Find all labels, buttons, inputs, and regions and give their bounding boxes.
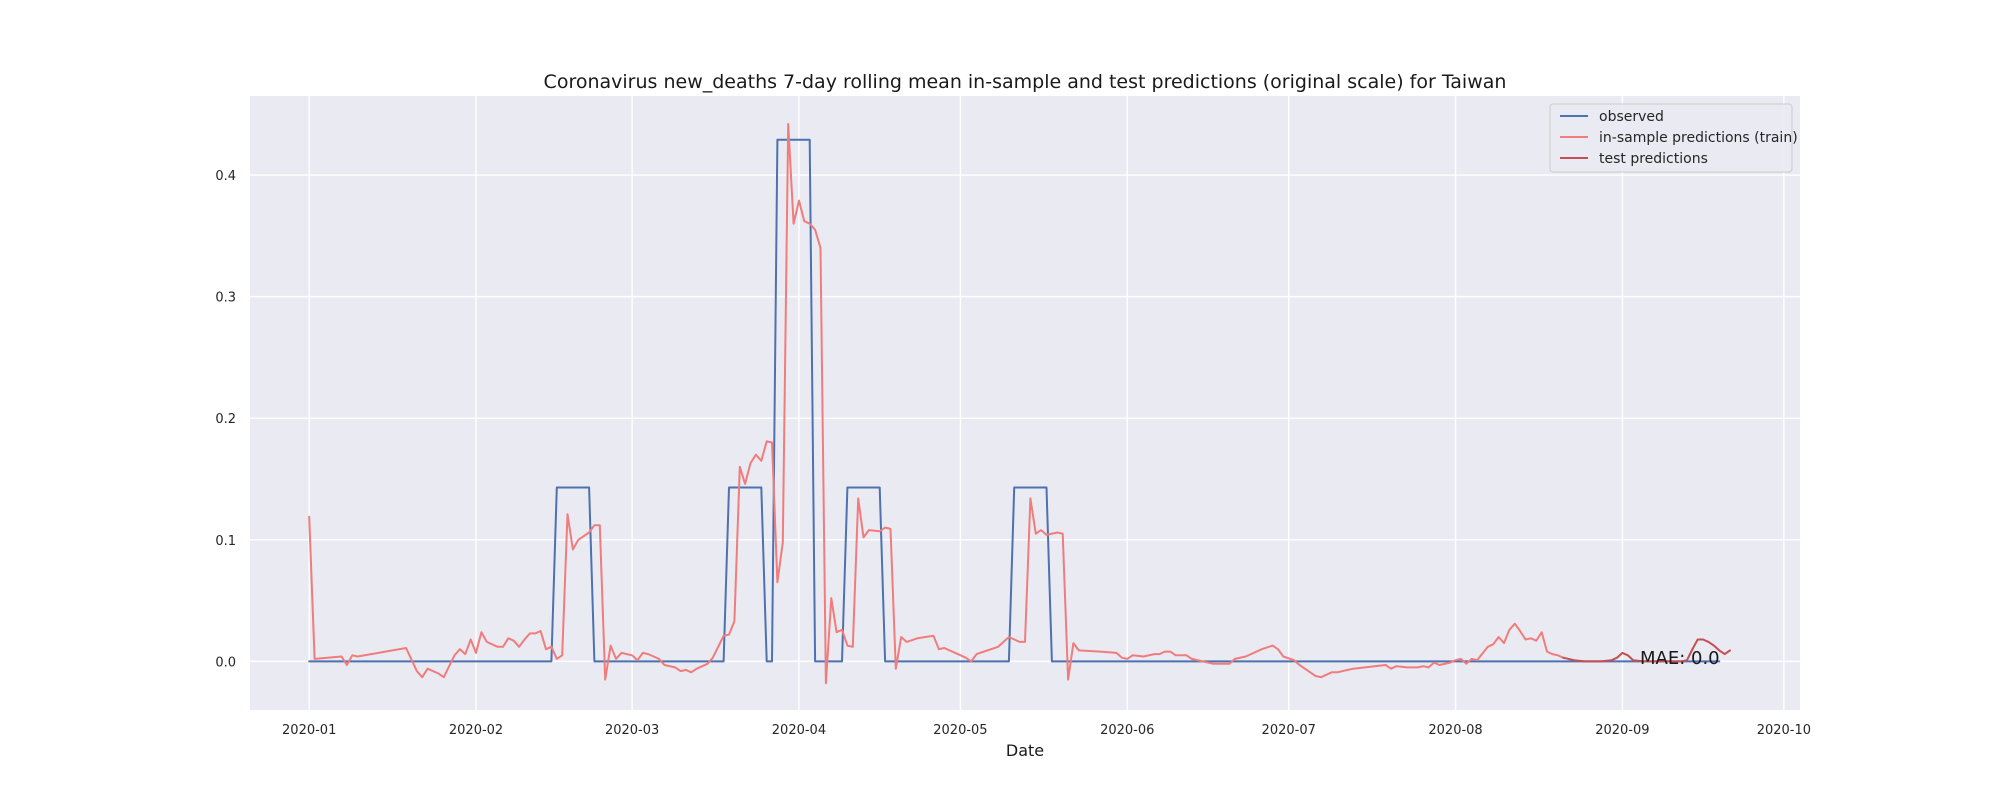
x-tick-label: 2020-04 [772,723,826,738]
x-tick-label: 2020-07 [1262,723,1316,738]
grid [250,96,1800,710]
observed-line [308,138,1721,663]
x-tick-label: 2020-01 [282,723,336,738]
x-tick-label: 2020-03 [605,723,659,738]
legend: observed in-sample predictions (train) tes… [1549,103,1798,173]
tick-labels: 2020-01 2020-02 2020-03 2020-04 2020-05 2020-… [215,169,1811,738]
x-tick-label: 2020-09 [1595,723,1649,738]
x-tick-label: 2020-02 [449,723,503,738]
legend-label: test predictions [1599,151,1708,167]
legend-label: in-sample predictions (train) [1599,130,1798,146]
legend-frame [1549,103,1793,173]
x-tick-label: 2020-08 [1428,723,1482,738]
legend-items: observed in-sample predictions (train) tes… [1560,109,1798,167]
x-tick-label: 2020-05 [933,723,987,738]
chart-title: Coronavirus new_deaths 7-day rolling mea… [544,71,1507,93]
y-tick-label: 0.0 [215,655,236,670]
y-tick-label: 0.4 [215,169,236,184]
legend-item-observed: observed [1560,109,1664,125]
y-tick-label: 0.3 [215,291,236,306]
x-axis-label: Date [1006,741,1044,760]
legend-item-test-predictions: test predictions [1560,151,1708,167]
series-lines [308,123,1731,685]
y-tick-label: 0.1 [215,534,236,549]
x-tick-label: 2020-06 [1100,723,1154,738]
test-predictions-line [1562,638,1731,663]
y-tick-label: 0.2 [215,412,236,427]
train-predictions-line [308,123,1565,685]
legend-item-train-predictions: in-sample predictions (train) [1560,130,1798,146]
plot-area [250,96,1800,710]
mae-annotation: MAE: 0.0 [1640,648,1720,669]
x-tick-label: 2020-10 [1757,723,1811,738]
legend-label: observed [1599,109,1664,125]
